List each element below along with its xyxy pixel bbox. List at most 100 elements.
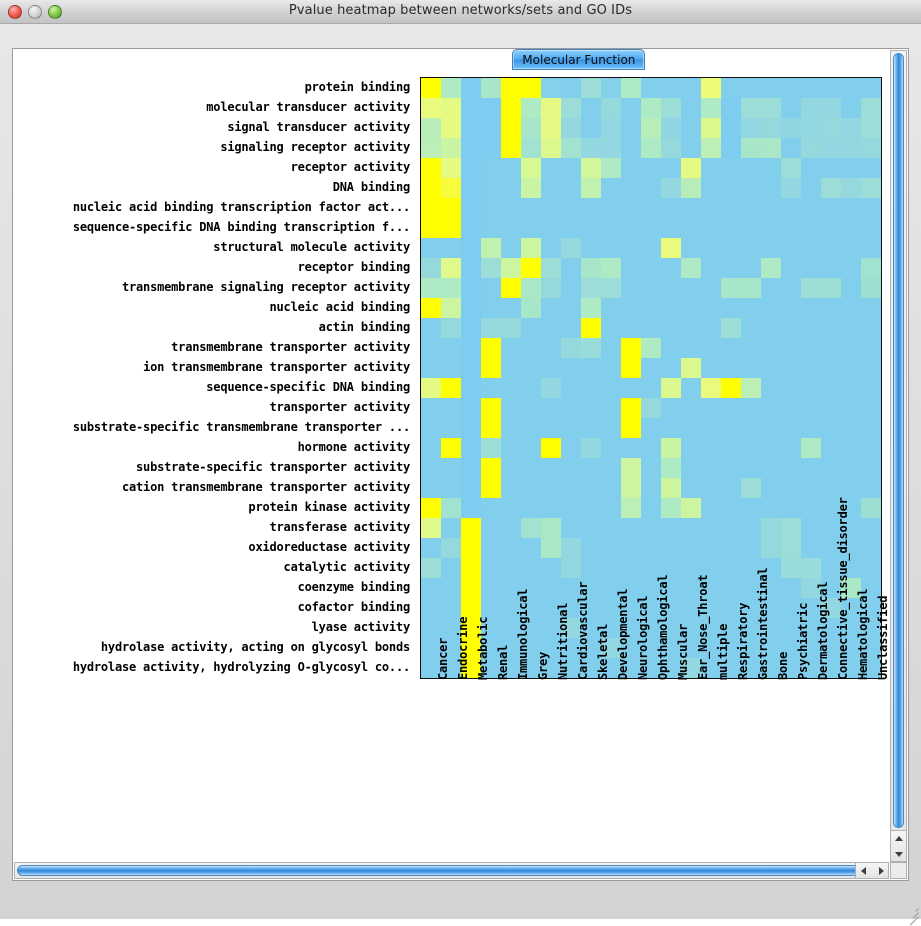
heatmap-cell[interactable]	[421, 178, 441, 198]
vertical-scrollbar-thumb[interactable]	[893, 53, 904, 828]
heatmap-cell[interactable]	[421, 438, 441, 458]
heatmap-cell[interactable]	[701, 378, 721, 398]
heatmap-cell[interactable]	[461, 638, 481, 658]
heatmap-cell[interactable]	[801, 138, 821, 158]
heatmap-cell[interactable]	[441, 418, 461, 438]
heatmap-cell[interactable]	[781, 338, 801, 358]
heatmap-cell[interactable]	[841, 618, 861, 638]
tab-molecular-function[interactable]: Molecular Function	[512, 49, 646, 70]
heatmap-cell[interactable]	[621, 358, 641, 378]
heatmap-cell[interactable]	[721, 338, 741, 358]
heatmap-cell[interactable]	[601, 158, 621, 178]
heatmap-cell[interactable]	[861, 98, 881, 118]
heatmap-cell[interactable]	[561, 238, 581, 258]
heatmap-cell[interactable]	[841, 338, 861, 358]
heatmap-cell[interactable]	[601, 458, 621, 478]
heatmap-cell[interactable]	[781, 538, 801, 558]
heatmap-cell[interactable]	[761, 438, 781, 458]
heatmap-cell[interactable]	[701, 158, 721, 178]
heatmap-cell[interactable]	[681, 578, 701, 598]
heatmap-cell[interactable]	[841, 638, 861, 658]
heatmap-cell[interactable]	[501, 538, 521, 558]
heatmap-cell[interactable]	[501, 558, 521, 578]
heatmap-cell[interactable]	[661, 338, 681, 358]
heatmap-cell[interactable]	[841, 318, 861, 338]
heatmap-cell[interactable]	[801, 498, 821, 518]
heatmap-cell[interactable]	[561, 558, 581, 578]
heatmap-cell[interactable]	[841, 538, 861, 558]
heatmap-cell[interactable]	[441, 318, 461, 338]
heatmap-cell[interactable]	[641, 138, 661, 158]
heatmap-cell[interactable]	[601, 238, 621, 258]
heatmap-cell[interactable]	[441, 438, 461, 458]
heatmap-cell[interactable]	[521, 378, 541, 398]
heatmap-cell[interactable]	[481, 418, 501, 438]
heatmap-cell[interactable]	[781, 238, 801, 258]
heatmap-cell[interactable]	[701, 238, 721, 258]
vertical-scrollbar[interactable]	[890, 50, 907, 864]
heatmap-cell[interactable]	[621, 238, 641, 258]
heatmap-cell[interactable]	[561, 378, 581, 398]
heatmap-cell[interactable]	[701, 338, 721, 358]
heatmap-cell[interactable]	[741, 458, 761, 478]
heatmap-cell[interactable]	[541, 338, 561, 358]
heatmap-cell[interactable]	[681, 358, 701, 378]
heatmap-cell[interactable]	[841, 258, 861, 278]
heatmap-cell[interactable]	[461, 138, 481, 158]
heatmap-cell[interactable]	[441, 498, 461, 518]
heatmap-cell[interactable]	[621, 98, 641, 118]
heatmap-cell[interactable]	[541, 98, 561, 118]
heatmap-cell[interactable]	[601, 378, 621, 398]
heatmap-cell[interactable]	[861, 638, 881, 658]
heatmap-cell[interactable]	[541, 578, 561, 598]
heatmap-cell[interactable]	[481, 558, 501, 578]
heatmap-cell[interactable]	[641, 298, 661, 318]
heatmap-cell[interactable]	[741, 218, 761, 238]
heatmap-cell[interactable]	[481, 518, 501, 538]
heatmap-cell[interactable]	[601, 218, 621, 238]
heatmap-cell[interactable]	[781, 318, 801, 338]
heatmap-cell[interactable]	[861, 118, 881, 138]
heatmap-cell[interactable]	[621, 418, 641, 438]
heatmap-cell[interactable]	[541, 198, 561, 218]
heatmap-cell[interactable]	[841, 418, 861, 438]
heatmap-cell[interactable]	[481, 138, 501, 158]
heatmap-cell[interactable]	[861, 338, 881, 358]
heatmap-cell[interactable]	[541, 398, 561, 418]
heatmap-cell[interactable]	[801, 398, 821, 418]
heatmap-cell[interactable]	[481, 658, 501, 678]
heatmap-cell[interactable]	[501, 598, 521, 618]
heatmap-cell[interactable]	[561, 158, 581, 178]
heatmap-cell[interactable]	[581, 638, 601, 658]
heatmap-cell[interactable]	[681, 238, 701, 258]
heatmap-cell[interactable]	[661, 118, 681, 138]
heatmap-cell[interactable]	[441, 598, 461, 618]
heatmap-cell[interactable]	[841, 558, 861, 578]
horizontal-scrollbar-thumb[interactable]	[17, 865, 869, 876]
heatmap-cell[interactable]	[721, 458, 741, 478]
heatmap-cell[interactable]	[861, 398, 881, 418]
heatmap-cell[interactable]	[681, 318, 701, 338]
heatmap-cell[interactable]	[761, 218, 781, 238]
heatmap-cell[interactable]	[461, 578, 481, 598]
heatmap-cell[interactable]	[641, 398, 661, 418]
heatmap-cell[interactable]	[761, 118, 781, 138]
scroll-left-button[interactable]	[856, 863, 871, 878]
heatmap-cell[interactable]	[441, 638, 461, 658]
heatmap-cell[interactable]	[741, 338, 761, 358]
heatmap-cell[interactable]	[581, 618, 601, 638]
heatmap-cell[interactable]	[461, 278, 481, 298]
heatmap-cell[interactable]	[461, 118, 481, 138]
heatmap-cell[interactable]	[621, 258, 641, 278]
heatmap-cell[interactable]	[601, 618, 621, 638]
heatmap-cell[interactable]	[541, 178, 561, 198]
heatmap-cell[interactable]	[621, 518, 641, 538]
heatmap-cell[interactable]	[781, 138, 801, 158]
heatmap-cell[interactable]	[721, 78, 741, 98]
heatmap-cell[interactable]	[761, 658, 781, 678]
heatmap-cell[interactable]	[481, 538, 501, 558]
heatmap-cell[interactable]	[421, 578, 441, 598]
heatmap-cell[interactable]	[681, 498, 701, 518]
heatmap-cell[interactable]	[481, 178, 501, 198]
heatmap-cell[interactable]	[621, 278, 641, 298]
